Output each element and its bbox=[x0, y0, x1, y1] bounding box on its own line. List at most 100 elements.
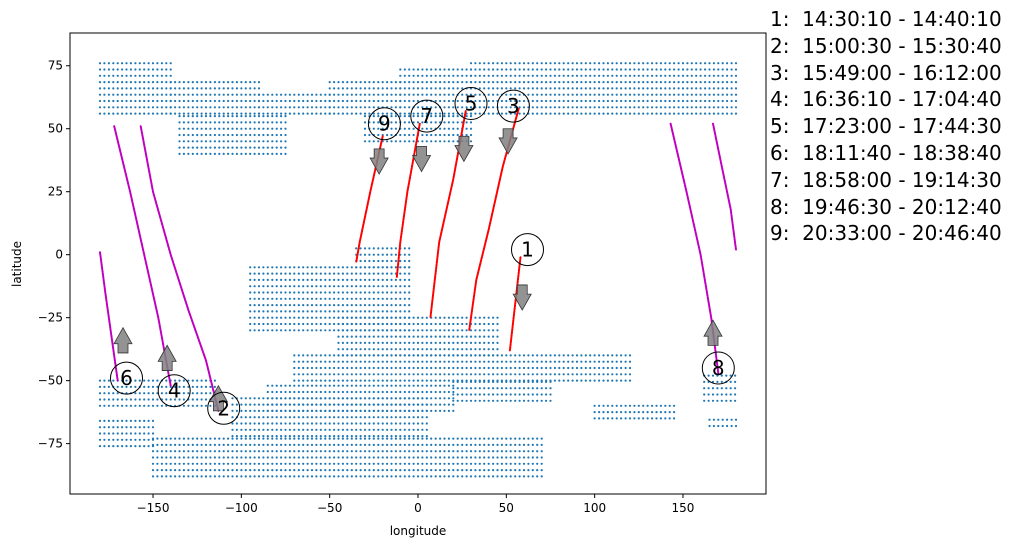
coverage-point bbox=[297, 409, 300, 412]
coverage-point bbox=[112, 68, 115, 71]
coverage-point bbox=[341, 99, 344, 103]
coverage-point bbox=[213, 106, 216, 109]
coverage-point bbox=[412, 366, 415, 370]
coverage-point bbox=[337, 354, 340, 357]
coverage-point bbox=[240, 469, 243, 472]
coverage-point bbox=[469, 93, 473, 96]
coverage-point bbox=[297, 456, 300, 459]
coverage-point bbox=[359, 341, 362, 344]
coverage-point bbox=[655, 68, 658, 71]
coverage-point bbox=[213, 385, 216, 388]
coverage-point bbox=[204, 115, 208, 118]
coverage-point bbox=[456, 106, 459, 109]
coverage-point bbox=[156, 99, 159, 103]
coverage-point bbox=[262, 475, 265, 478]
coverage-point bbox=[439, 322, 442, 326]
coverage-point bbox=[575, 379, 579, 382]
coverage-point bbox=[182, 146, 185, 149]
coverage-point bbox=[328, 266, 331, 269]
coverage-point bbox=[280, 272, 283, 275]
coverage-point bbox=[324, 322, 327, 326]
coverage-point bbox=[620, 373, 623, 376]
coverage-point bbox=[399, 68, 402, 71]
coverage-point bbox=[253, 416, 256, 419]
coverage-point bbox=[368, 354, 371, 357]
coverage-point bbox=[531, 81, 534, 84]
coverage-point bbox=[500, 393, 503, 396]
coverage-point bbox=[191, 450, 194, 453]
coverage-point bbox=[567, 87, 570, 90]
coverage-point bbox=[461, 469, 464, 472]
coverage-point bbox=[359, 379, 362, 382]
coverage-point bbox=[386, 360, 389, 363]
coverage-point bbox=[372, 456, 375, 459]
coverage-point bbox=[213, 112, 216, 115]
coverage-point bbox=[673, 68, 676, 71]
coverage-point bbox=[310, 304, 314, 307]
coverage-point bbox=[421, 462, 424, 465]
coverage-point bbox=[257, 428, 261, 431]
coverage-point bbox=[478, 380, 481, 383]
coverage-point bbox=[637, 93, 640, 96]
coverage-point bbox=[196, 469, 199, 472]
coverage-point bbox=[280, 450, 283, 453]
coverage-point bbox=[249, 416, 252, 419]
coverage-point bbox=[655, 112, 658, 115]
coverage-point bbox=[346, 422, 349, 425]
coverage-point bbox=[315, 390, 318, 394]
coverage-point bbox=[293, 409, 296, 412]
coverage-point bbox=[249, 437, 252, 440]
coverage-point bbox=[452, 393, 455, 396]
coverage-point bbox=[531, 443, 534, 446]
coverage-point bbox=[624, 93, 627, 96]
coverage-point bbox=[726, 93, 729, 96]
coverage-point bbox=[606, 354, 610, 357]
coverage-point bbox=[306, 272, 309, 275]
coverage-point bbox=[496, 443, 499, 446]
coverage-point bbox=[253, 81, 256, 84]
coverage-point bbox=[257, 310, 261, 313]
coverage-point bbox=[443, 397, 446, 400]
coverage-point bbox=[231, 112, 234, 115]
coverage-point bbox=[262, 409, 265, 412]
coverage-point bbox=[240, 422, 243, 425]
coverage-point bbox=[253, 422, 256, 425]
coverage-point bbox=[187, 121, 190, 124]
coverage-point bbox=[275, 127, 278, 130]
coverage-point bbox=[606, 87, 610, 90]
marker-circle-7 bbox=[410, 99, 444, 133]
coverage-point bbox=[196, 115, 199, 118]
coverage-point bbox=[121, 99, 124, 103]
coverage-point bbox=[394, 437, 397, 440]
coverage-point bbox=[655, 411, 658, 414]
coverage-point bbox=[394, 322, 397, 326]
coverage-point bbox=[536, 469, 539, 472]
coverage-point bbox=[390, 81, 393, 84]
coverage-point bbox=[478, 443, 481, 446]
coverage-point bbox=[98, 445, 102, 448]
coverage-point bbox=[447, 127, 450, 130]
coverage-point bbox=[112, 81, 115, 84]
coverage-point bbox=[416, 87, 420, 90]
coverage-point bbox=[134, 81, 137, 84]
coverage-point bbox=[518, 99, 521, 103]
coverage-point bbox=[447, 390, 450, 394]
coverage-point bbox=[487, 456, 490, 459]
coverage-point bbox=[147, 68, 150, 71]
coverage-point bbox=[306, 437, 309, 440]
coverage-point bbox=[403, 384, 406, 387]
coverage-point bbox=[288, 316, 291, 319]
coverage-point bbox=[306, 409, 309, 412]
coverage-point bbox=[425, 348, 428, 351]
coverage-point bbox=[408, 469, 411, 472]
coverage-point bbox=[125, 445, 128, 448]
coverage-point bbox=[456, 322, 459, 326]
coverage-point bbox=[262, 304, 265, 307]
coverage-point bbox=[514, 373, 517, 376]
coverage-point bbox=[302, 329, 305, 332]
coverage-point bbox=[522, 68, 526, 71]
coverage-point bbox=[213, 456, 216, 459]
coverage-point bbox=[196, 99, 199, 103]
coverage-point bbox=[425, 140, 428, 143]
coverage-point bbox=[143, 445, 146, 448]
